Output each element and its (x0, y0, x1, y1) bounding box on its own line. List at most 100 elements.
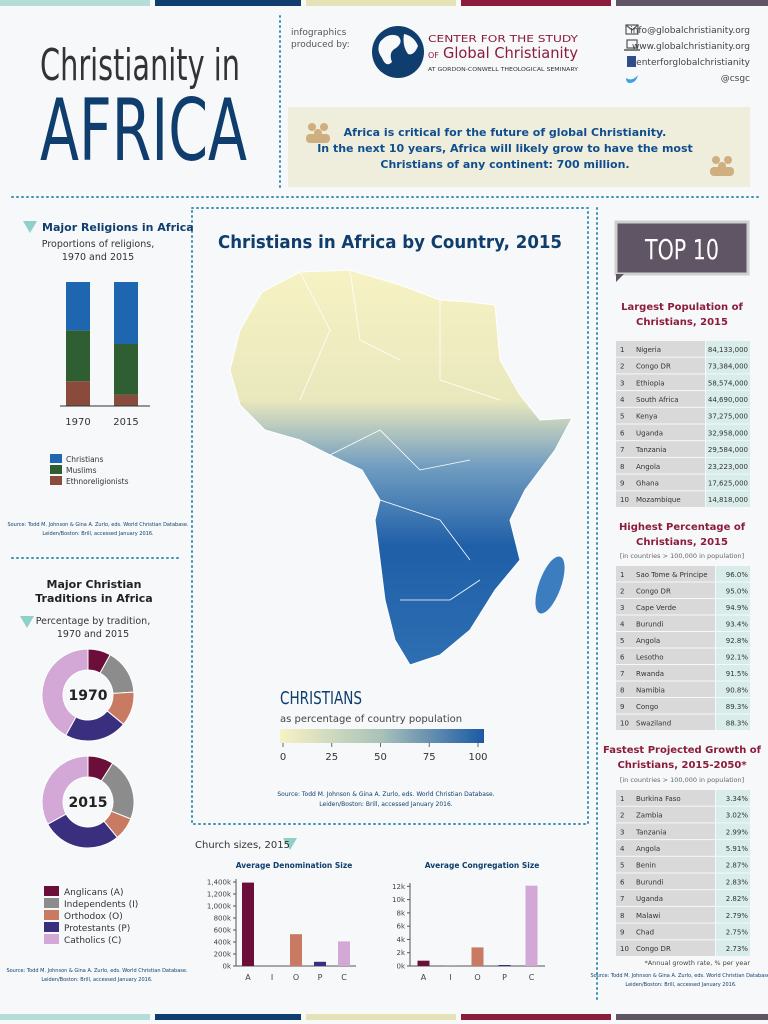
x-tick-label: 1970 (65, 417, 90, 428)
table-cell (616, 615, 715, 631)
contact-web[interactable]: www.globalchristianity.org (632, 42, 750, 52)
table-title: Christians, 2015 (636, 537, 728, 548)
colorbar-tick-label: 0 (280, 752, 286, 763)
contact-email[interactable]: info@globalchristianity.org (630, 26, 750, 36)
rank: 6 (620, 878, 625, 886)
chart-subtitle: 1970 and 2015 (62, 252, 134, 263)
table-value: 92.8% (726, 637, 749, 645)
table-value: 2.87% (726, 862, 749, 870)
table-value: 90.8% (726, 686, 749, 694)
rank: 5 (620, 862, 624, 870)
table-cell (716, 806, 750, 823)
contact-twitter[interactable]: @csgc (721, 74, 750, 84)
table-cell (616, 491, 705, 507)
y-tick-label: 0k (396, 963, 405, 971)
table-cell (716, 632, 750, 648)
table-cell (716, 890, 750, 906)
rank: 9 (620, 479, 624, 487)
bar (498, 965, 511, 966)
triangle-icon (23, 221, 37, 233)
table-cell (616, 714, 715, 730)
y-tick-label: 800k (214, 915, 232, 923)
x-tick-label: P (502, 973, 507, 982)
contact-icons (624, 24, 640, 83)
table-cell (716, 873, 750, 890)
country: Tanzania (635, 446, 666, 454)
legend-label: Catholics (C) (64, 936, 121, 946)
callout-text: Africa is critical for the future of glo… (344, 126, 667, 139)
rank: 2 (620, 587, 624, 595)
country: Namibia (636, 686, 665, 694)
country: Uganda (636, 895, 663, 903)
x-tick-label: C (341, 973, 347, 982)
colorbar (280, 729, 484, 743)
produced-by: produced by: (291, 40, 350, 50)
bar-segment (66, 381, 90, 406)
table-value: 37,275,000 (708, 413, 748, 421)
chart-subtitle: Proportions of religions, (42, 239, 154, 250)
table-cell (616, 840, 715, 856)
table-title: Christians, 2015 (636, 317, 728, 328)
country: Malawi (636, 912, 660, 920)
table-cell (716, 599, 750, 615)
rank: 8 (620, 686, 624, 694)
table-cell (716, 681, 750, 697)
table-value: 58,574,000 (708, 379, 748, 387)
chart-title: Average Denomination Size (236, 861, 353, 870)
table-cell (616, 873, 715, 890)
table-value: 96.0% (726, 571, 749, 579)
rank: 7 (620, 895, 624, 903)
rank: 8 (620, 463, 624, 471)
rank: 1 (620, 795, 624, 803)
table-value: 2.79% (726, 912, 749, 920)
table-cell (616, 681, 715, 697)
source-note: Leiden/Boston: Brill, accessed January 2… (42, 531, 154, 537)
triangle-icon (283, 838, 297, 850)
badge-tail (616, 274, 624, 282)
table-cell (716, 698, 750, 714)
table-cell (616, 391, 705, 407)
donut-slice (41, 755, 89, 825)
table-cell (716, 923, 750, 940)
section-heading: Church sizes, 2015 (195, 840, 290, 851)
bar (417, 960, 430, 966)
source-note: Source: Todd M. Johnson & Gina A. Zurlo,… (277, 791, 494, 798)
country: Ethiopia (636, 379, 665, 387)
table-cell (616, 665, 715, 681)
badge-label: TOP 10 (644, 233, 719, 266)
y-tick-label: 200k (214, 951, 232, 959)
table-value: 95.0% (726, 587, 749, 595)
chart-title: Traditions in Africa (35, 592, 152, 605)
colorbar-tick-label: 50 (374, 752, 387, 763)
table-value: 2.73% (726, 945, 749, 953)
y-tick-label: 12k (392, 883, 406, 891)
country: Angola (636, 463, 660, 471)
table-cell (716, 790, 750, 806)
legend-subtitle: as percentage of country population (280, 714, 462, 725)
legend-swatch (50, 454, 62, 463)
contact-facebook[interactable]: /centerforglobalchristianity (628, 58, 750, 68)
table-cell (616, 806, 715, 823)
table-cell (706, 457, 750, 474)
bar-segment (66, 330, 90, 382)
legend-swatch (50, 476, 62, 485)
rank: 2 (620, 812, 624, 820)
table-cell (716, 615, 750, 631)
bar-segment (114, 344, 138, 395)
rank: 1 (620, 571, 624, 579)
legend-label: Protestants (P) (64, 924, 130, 934)
table-cell (716, 566, 750, 582)
rank: 4 (620, 620, 625, 628)
x-tick-label: C (529, 973, 535, 982)
table-cell (706, 424, 750, 441)
table-note: [in countries > 100,000 in population] (620, 552, 744, 560)
legend-title: CHRISTIANS (280, 688, 362, 709)
table-cell (716, 665, 750, 681)
table-cell (616, 648, 715, 664)
y-tick-label: 10k (392, 896, 406, 904)
country: Mozambique (636, 496, 681, 504)
x-tick-label: 2015 (113, 417, 138, 428)
bar (242, 882, 254, 966)
donut-slice (41, 648, 89, 736)
